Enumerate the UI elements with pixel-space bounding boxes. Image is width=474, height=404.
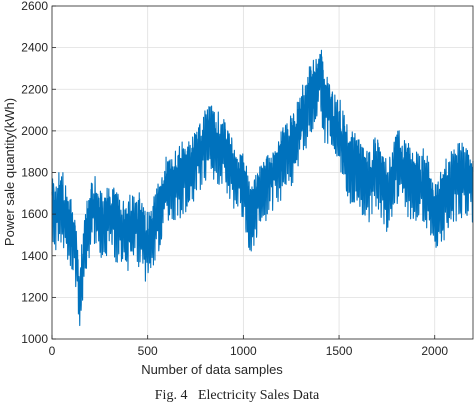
plot-series-group [51,49,474,327]
line-chart: 0 500 1000 1500 2000 1000 1200 1400 1600 1800 200… [2,0,474,377]
x-tick-label: 2000 [421,344,448,358]
x-tick-label: 1500 [326,344,353,358]
y-tick-label: 1800 [21,166,48,180]
x-tick-label: 1000 [230,344,257,358]
y-axis-label: Power sale quantity(kWh) [2,98,17,246]
x-tick-label: 0 [49,344,56,358]
y-tick-labels: 1000 1200 1400 1600 1800 2000 2200 2400 2600 [21,0,56,346]
y-tick-label: 1600 [21,207,48,221]
y-tick-label: 2200 [21,82,48,96]
x-tick-label: 500 [138,344,158,358]
y-tick-label: 1000 [21,332,48,346]
y-tick-label: 1400 [21,249,48,263]
y-tick-label: 2000 [21,124,48,138]
figure-caption: Fig. 4 Electricity Sales Data [154,388,320,403]
x-tick-labels: 0 500 1000 1500 2000 [49,335,448,358]
y-tick-label: 1200 [21,290,48,304]
y-tick-label: 2600 [21,0,48,13]
series-line [51,49,474,327]
x-axis-label: Number of data samples [141,362,283,377]
y-tick-label: 2400 [21,41,48,55]
